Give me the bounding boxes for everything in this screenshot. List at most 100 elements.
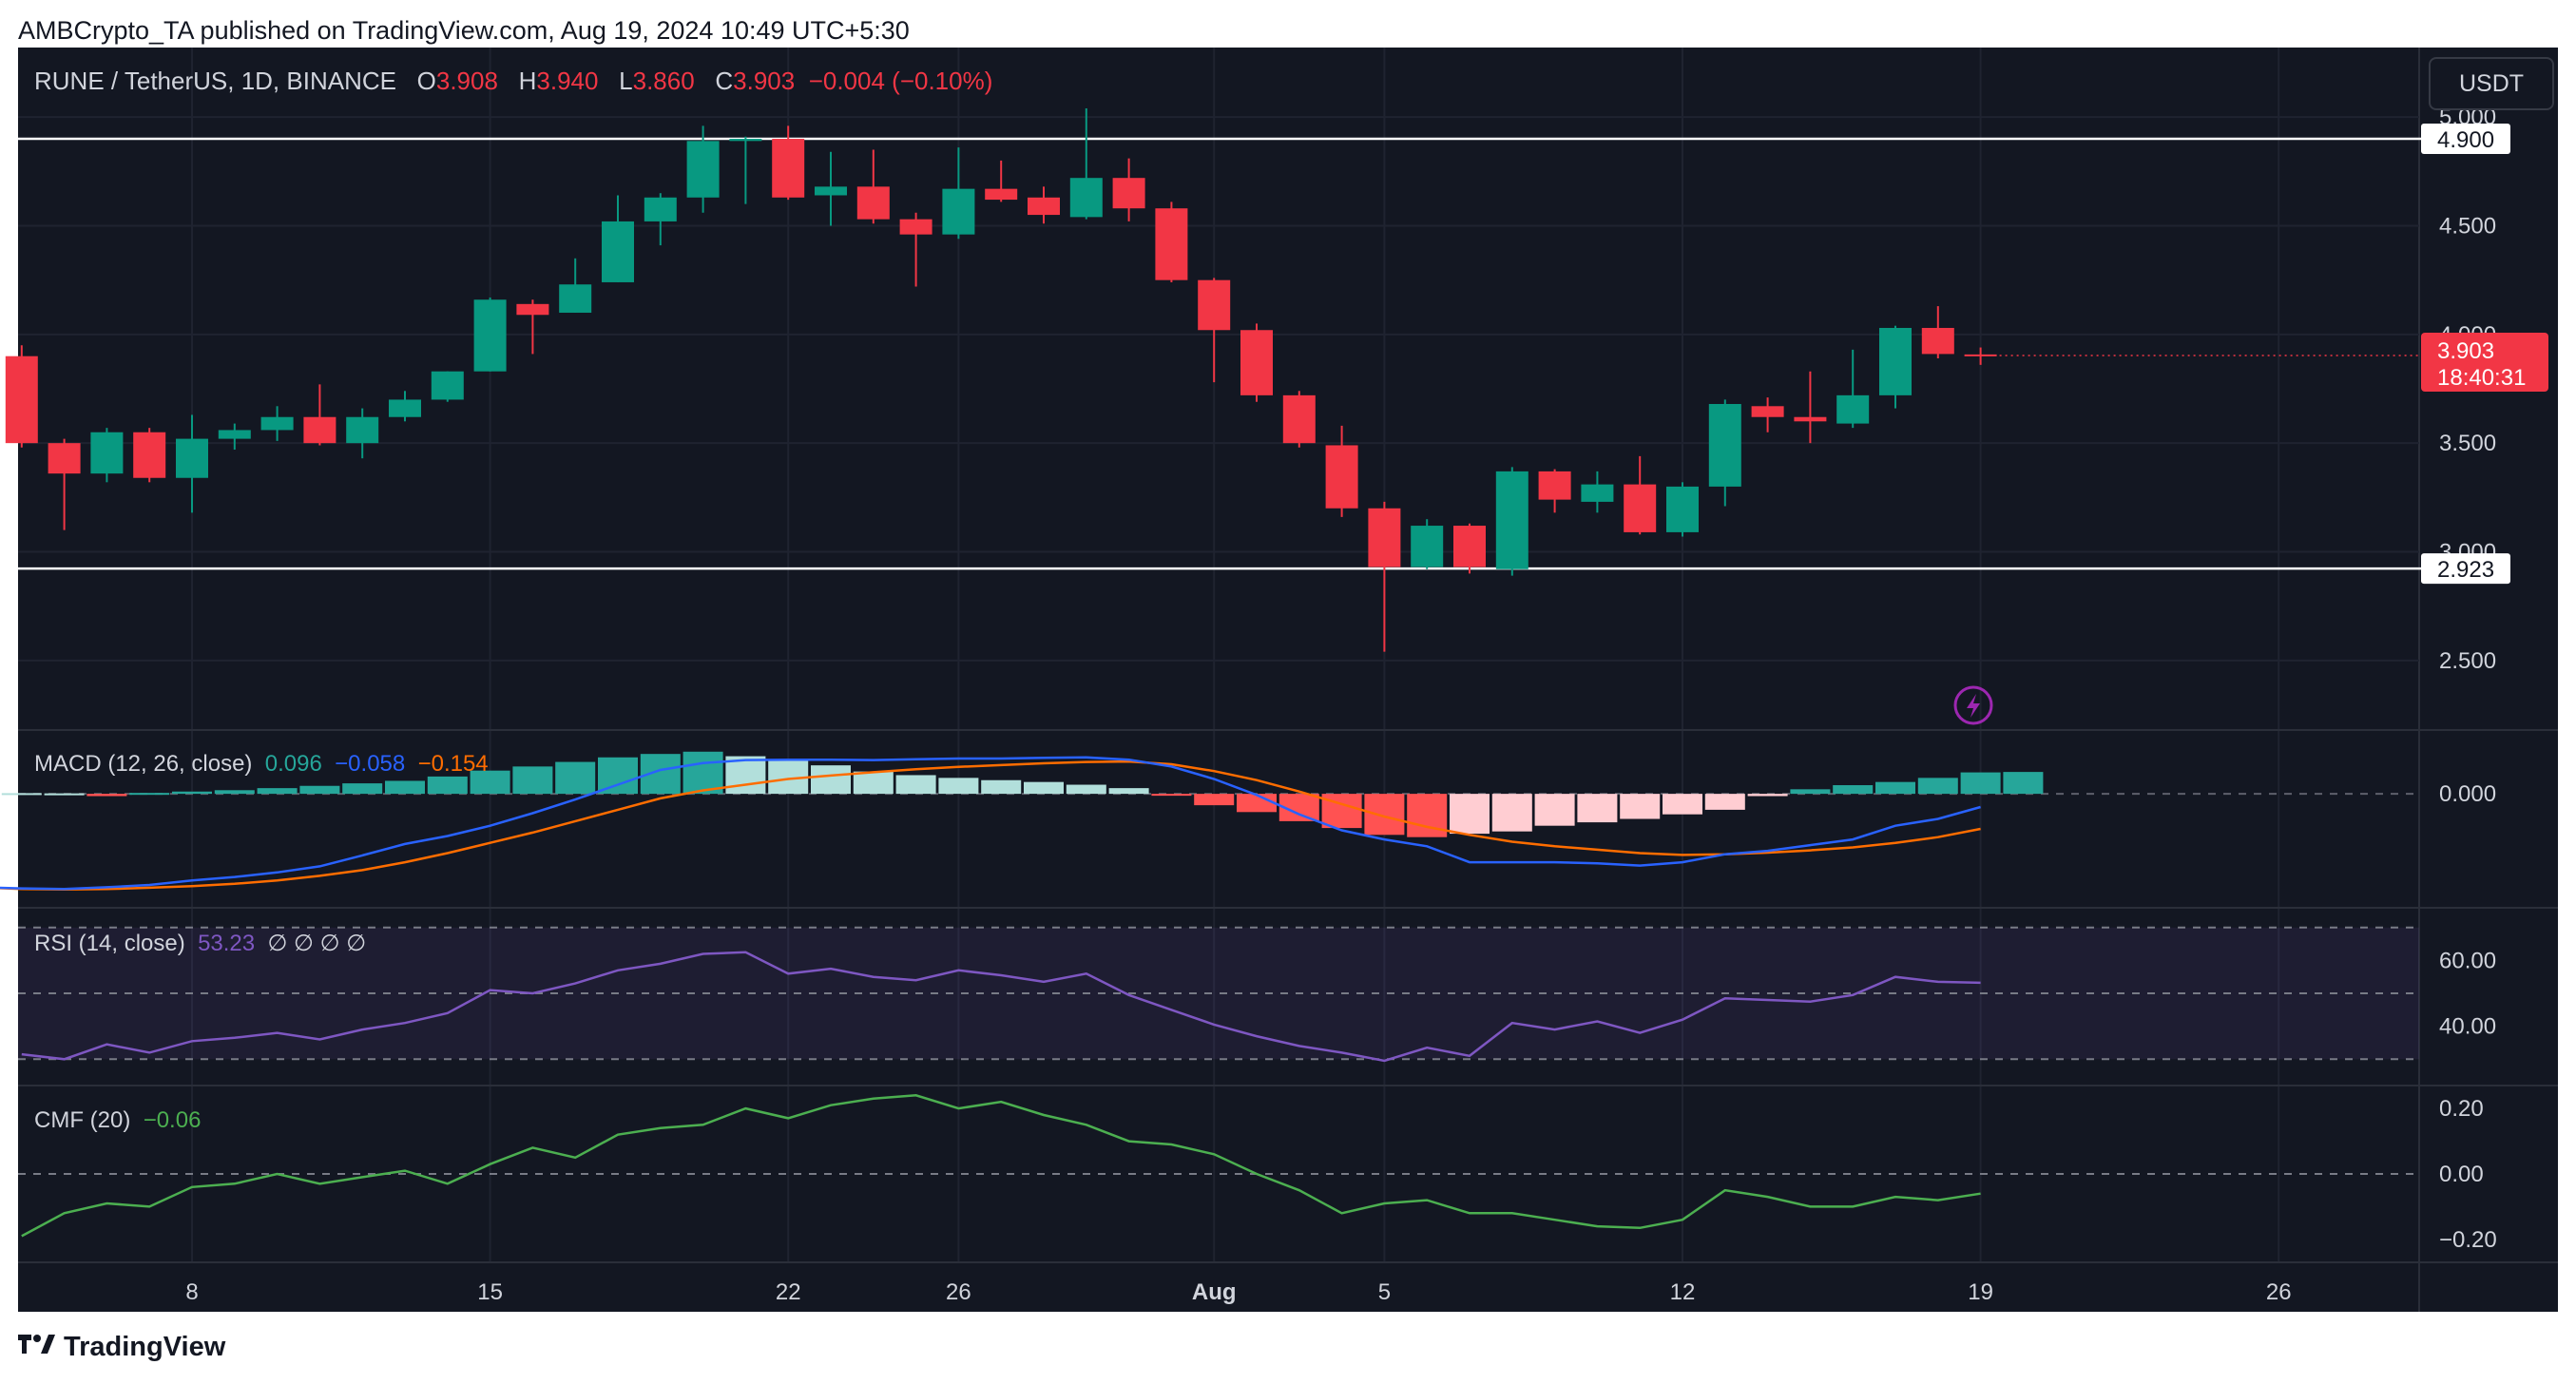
macd-histogram-bar [1534,794,1575,826]
price-axis-tick: 4.500 [2439,214,2496,240]
macd-histogram-bar [1364,794,1405,836]
lightning-icon [1953,685,1993,725]
candle-body [1495,471,1528,569]
close-value: 3.903 [733,67,796,95]
tradingview-wordmark: TradingView [64,1332,226,1362]
candle-body [218,430,251,439]
level-label-bg [2421,124,2510,155]
cmf-axis-tick: −0.20 [2439,1227,2497,1253]
candle-body [1325,445,1358,509]
candle-body [1198,279,1231,331]
candle-body [48,443,81,474]
macd-histogram-bar [44,793,85,796]
time-axis-tick: 5 [1378,1279,1391,1305]
macd-histogram-bar [1747,794,1788,797]
candle-body [602,221,634,282]
macd-histogram-bar [1577,794,1618,823]
rsi-value: 53.23 [198,931,256,956]
cmf-line [21,1094,1981,1238]
candle-body [303,416,336,444]
level-label-bg [2421,553,2510,585]
high-value: 3.940 [536,67,599,95]
macd-histogram-bar [87,794,127,797]
macd-histogram-bar [1151,794,1192,797]
macd-histogram-bar [682,751,723,795]
candle-body [856,186,890,220]
macd-histogram-bar [1790,789,1831,795]
macd-histogram-bar [1620,794,1661,819]
candle-body [559,284,592,313]
tradingview-brand[interactable]: TradingView [18,1332,225,1363]
candle-body [516,303,549,316]
macd-histogram-bar [512,766,553,795]
candle-body [1836,394,1870,424]
macd-histogram-bar [470,770,510,795]
macd-hist-value: 0.096 [264,751,322,777]
macd-histogram-bar [1960,772,2001,795]
candle-body [899,219,932,235]
candle-body [5,356,38,444]
candle-body [1112,178,1145,209]
macd-histogram-bar [1,793,42,796]
cmf-axis-tick: 0.00 [2439,1162,2484,1187]
lightning-icon-bolt [1967,694,1980,718]
time-axis-tick: 22 [776,1279,801,1305]
candle-body [176,438,208,478]
symbol-ohlc-line: RUNE / TetherUS, 1D, BINANCE O3.908 H3.9… [34,67,992,96]
low-label: L [619,67,633,95]
time-axis-tick: 26 [2266,1279,2292,1305]
macd-signal-line [0,759,1981,892]
macd-histogram-bar [1833,785,1874,795]
rsi-extra: ∅ ∅ ∅ ∅ [267,931,367,956]
candle-body [1964,354,1997,356]
macd-histogram-bar [1237,794,1277,813]
macd-histogram-bar [214,790,255,795]
cmf-value: −0.06 [143,1107,202,1133]
candle-body [473,299,507,372]
candle-body [1921,327,1954,355]
macd-histogram-bar [981,779,1022,795]
candle-body [1624,484,1657,532]
open-label: O [416,67,436,95]
close-label: C [715,67,734,95]
currency-button[interactable]: USDT [2429,57,2554,110]
last-price-label: 3.903 [2437,338,2494,364]
time-axis-background [18,1262,2558,1312]
price-axis-tick: 2.500 [2439,648,2496,674]
macd-histogram-bar [129,793,170,796]
macd-histogram-bar [1704,794,1745,810]
candle-body [942,188,975,235]
macd-histogram-bar [299,785,340,795]
candle-body [90,432,124,474]
candle-body [985,188,1018,201]
candle-body [1538,471,1571,500]
macd-histogram-bar [1024,781,1064,795]
cmf-axis-tick: 0.20 [2439,1096,2484,1122]
candle-body [1155,208,1188,280]
candle-body [431,371,464,400]
symbol-name[interactable]: RUNE / TetherUS, 1D, BINANCE [34,67,396,95]
candle-body [389,399,421,417]
price-axis-tick: 3.500 [2439,431,2496,456]
macd-histogram-bar [1663,794,1702,815]
macd-label: MACD (12, 26, close) [34,751,253,777]
candle-body [644,197,677,221]
macd-histogram-bar [427,776,468,795]
macd-histogram-bar [1450,794,1490,835]
candle-body [815,186,847,196]
rsi-legend[interactable]: RSI (14, close) 53.23 ∅ ∅ ∅ ∅ [34,930,366,957]
macd-histogram-bar [555,761,596,795]
lightning-icon-ring [1953,685,1993,725]
time-axis-tick: 26 [946,1279,971,1305]
candle-body [1794,416,1827,422]
time-axis-tick: 15 [477,1279,503,1305]
macd-histogram-bar [598,757,638,795]
cmf-legend[interactable]: CMF (20) −0.06 [34,1107,201,1134]
macd-histogram-bar [172,791,212,795]
tradingview-logo-icon [18,1332,56,1363]
macd-legend[interactable]: MACD (12, 26, close) 0.096 −0.058 −0.154 [34,751,489,778]
rsi-line [21,951,1981,1063]
low-value: 3.860 [632,67,695,95]
candle-body [1069,178,1103,218]
